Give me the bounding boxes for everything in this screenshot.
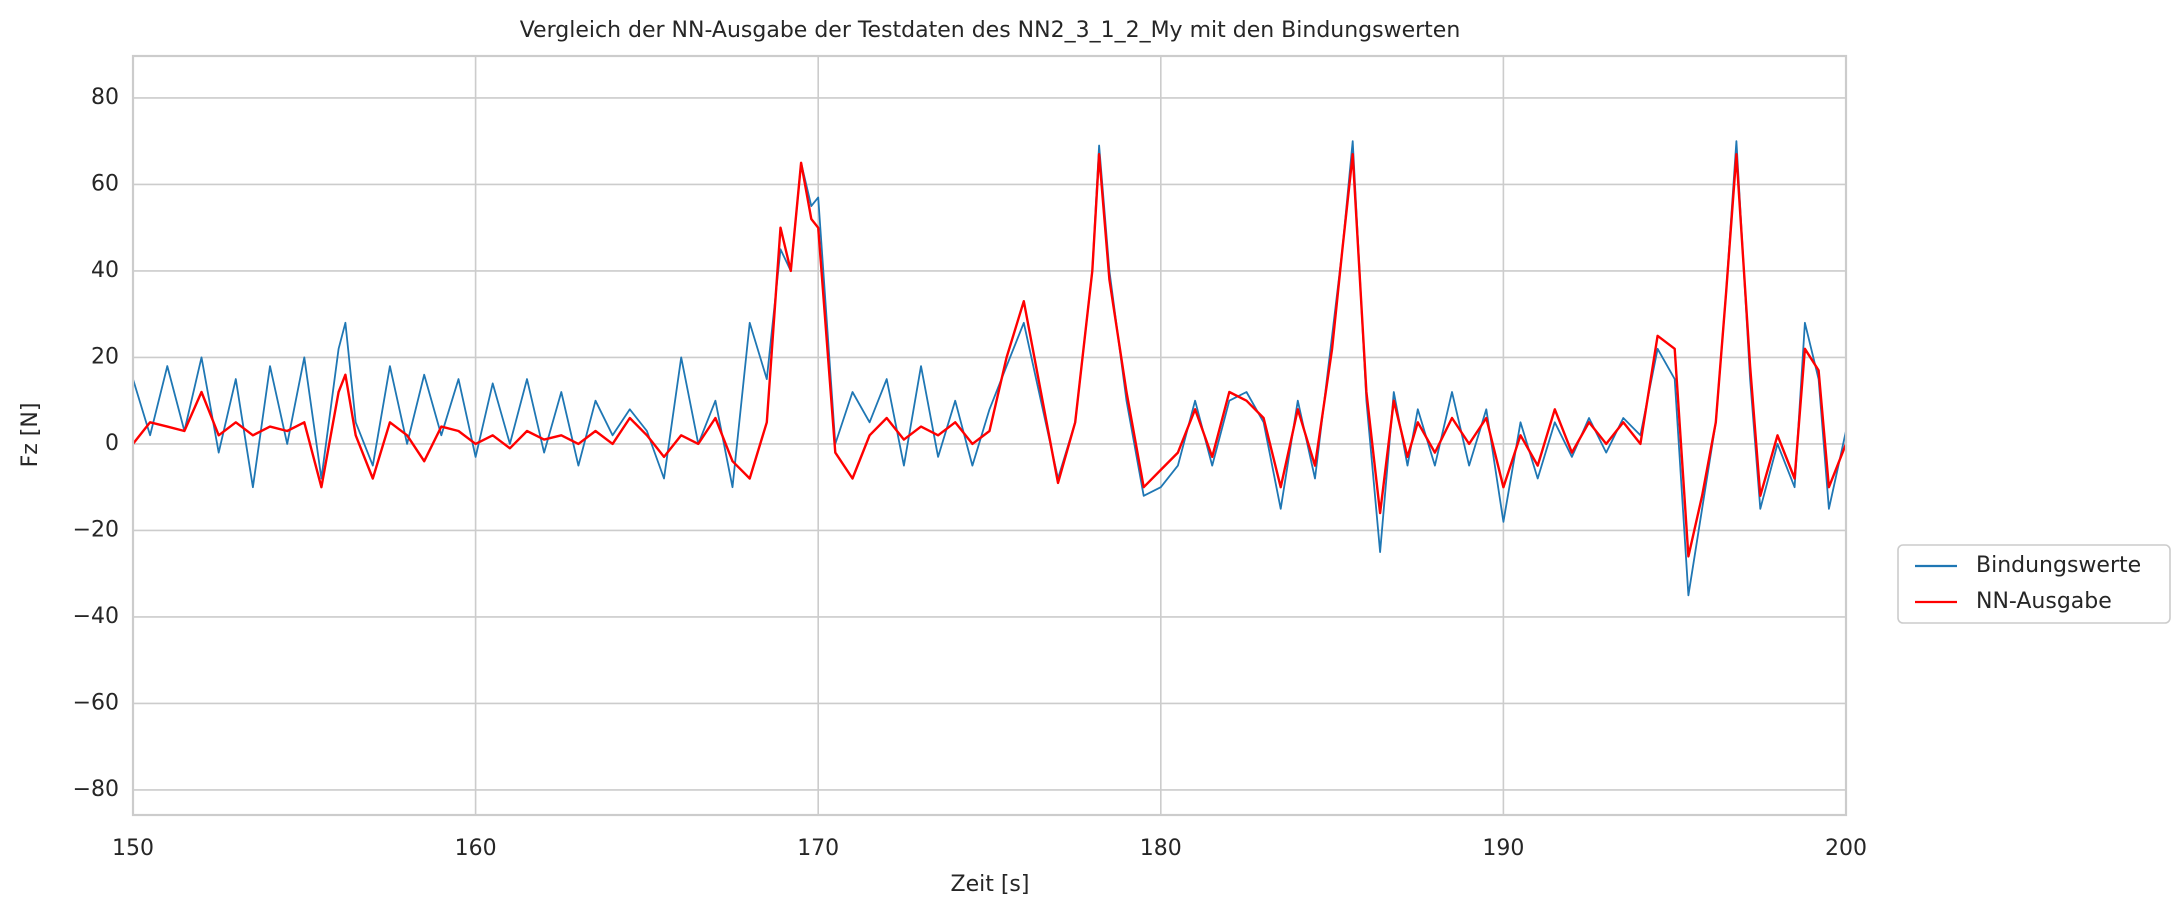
y-tick-label: 60	[91, 171, 119, 196]
legend-label: NN-Ausgabe	[1976, 589, 2112, 614]
x-tick-label: 180	[1140, 836, 1182, 861]
chart-title: Vergleich der NN-Ausgabe der Testdaten d…	[520, 18, 1461, 43]
plot-frame	[131, 54, 1848, 817]
x-tick-label: 160	[455, 836, 497, 861]
y-tick-label: 80	[91, 85, 119, 110]
y-tick-label: 0	[105, 431, 119, 456]
legend-box	[1897, 544, 2171, 624]
legend-label: Bindungswerte	[1976, 553, 2141, 578]
y-tick-label: 20	[91, 344, 119, 369]
y-tick-label: −80	[73, 777, 119, 802]
y-tick-label: 40	[91, 258, 119, 283]
x-tick-label: 150	[112, 836, 154, 861]
x-tick-label: 190	[1482, 836, 1524, 861]
y-tick-label: −20	[73, 517, 119, 542]
data-line	[132, 140, 1847, 597]
data-line	[132, 153, 1848, 558]
y-tick-label: −60	[73, 690, 119, 715]
y-tick-label: −40	[73, 604, 119, 629]
x-tick-label: 200	[1825, 836, 1867, 861]
x-axis-label: Zeit [s]	[951, 872, 1030, 897]
x-tick-label: 170	[797, 836, 839, 861]
y-axis-label: Fz [N]	[18, 403, 43, 468]
